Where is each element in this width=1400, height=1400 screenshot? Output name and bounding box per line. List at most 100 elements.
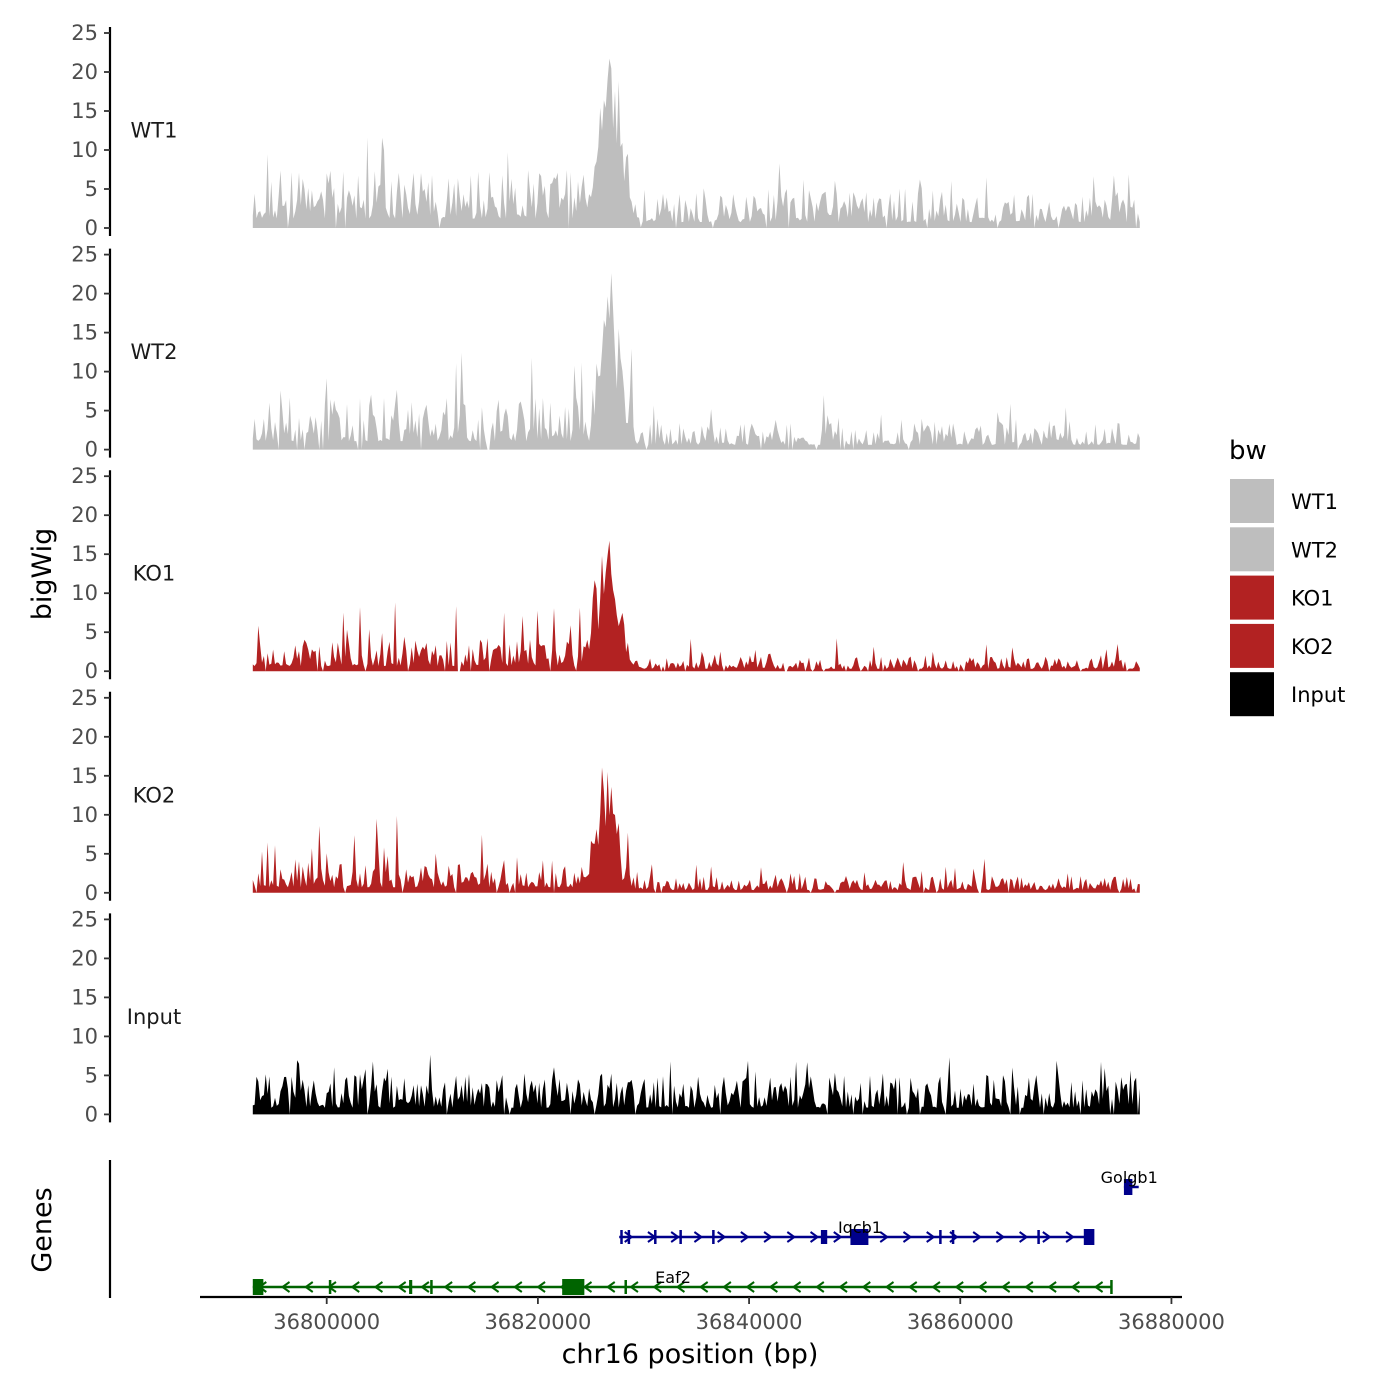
y-tick-label: 20: [71, 946, 98, 970]
y-tick-label: 5: [85, 842, 98, 866]
gene-iqcb1: Iqcb1: [619, 1218, 1095, 1245]
legend-label: KO1: [1291, 587, 1334, 611]
strand-arrow: [670, 1231, 680, 1243]
x-tick-label: 36860000: [907, 1310, 1014, 1334]
strand-arrow: [809, 1231, 820, 1243]
strand-arrow: [373, 1281, 384, 1293]
y-tick-label: 25: [71, 243, 98, 267]
gene-exon: [624, 1280, 627, 1294]
gene-eaf2: Eaf2: [252, 1268, 1113, 1295]
y-tick-label: 10: [71, 581, 98, 605]
strand-arrow: [995, 1231, 1006, 1243]
gene-exon: [1037, 1230, 1040, 1244]
track-label: WT1: [131, 119, 178, 143]
strand-arrow: [489, 1281, 500, 1293]
gene-exon: [679, 1230, 682, 1244]
y-tick-label: 20: [71, 60, 98, 84]
gene-exon: [951, 1230, 955, 1244]
gene-exon: [627, 1230, 631, 1244]
track-wt1: 0 5 10 15 20 25 WT1: [71, 21, 1140, 240]
y-tick-label: 5: [85, 177, 98, 201]
strand-arrow: [693, 1231, 704, 1243]
strand-arrow: [536, 1281, 546, 1293]
genes-panel: Golgb1 Iqcb1 Eaf2: [108, 1160, 1158, 1298]
strand-arrow: [350, 1281, 360, 1293]
strand-arrow: [954, 1281, 964, 1293]
strand-arrow: [1042, 1231, 1052, 1243]
legend-swatch-ko2: [1230, 623, 1274, 668]
y-tick-label: 10: [71, 360, 98, 384]
y-tick-label: 0: [85, 438, 98, 462]
strand-arrow: [722, 1281, 732, 1293]
y-tick-label: 10: [71, 803, 98, 827]
y-tick-label: 15: [71, 321, 98, 345]
legend-swatch-wt2: [1230, 527, 1274, 572]
signal-area-ko1: [252, 540, 1140, 672]
gene-exon: [654, 1230, 657, 1244]
y-tick-label: 0: [85, 659, 98, 683]
strand-arrow: [791, 1281, 802, 1293]
gene-exon: [939, 1230, 942, 1244]
gene-label: Iqcb1: [838, 1218, 882, 1237]
strand-arrow: [908, 1281, 918, 1293]
signal-area-wt2: [252, 273, 1140, 450]
gene-exon: [820, 1230, 828, 1244]
strand-arrow: [280, 1281, 291, 1293]
y-tick-label: 20: [71, 282, 98, 306]
y-tick-label: 15: [71, 99, 98, 123]
strand-arrow: [740, 1231, 750, 1243]
x-tick-label: 36800000: [273, 1310, 380, 1334]
x-tick-label: 36880000: [1118, 1310, 1225, 1334]
strand-arrow: [513, 1281, 523, 1293]
strand-arrow: [466, 1281, 476, 1293]
legend-label: Input: [1291, 683, 1345, 707]
track-label: WT2: [131, 340, 178, 364]
strand-arrow: [1070, 1281, 1080, 1293]
gene-exon: [562, 1279, 585, 1295]
strand-arrow: [1019, 1231, 1029, 1243]
track-ko1: 0 5 10 15 20 25 KO1: [71, 464, 1140, 683]
x-axis-title: chr16 position (bp): [562, 1339, 819, 1370]
signal-area-ko2: [252, 767, 1140, 893]
strand-arrow: [768, 1281, 778, 1293]
track-input: 0 5 10 15 20 25 Input: [71, 907, 1140, 1126]
y-tick-label: 20: [71, 725, 98, 749]
y-axis-title: bigWig: [27, 528, 58, 621]
strand-arrow: [624, 1231, 634, 1243]
strand-arrow: [717, 1231, 727, 1243]
legend-swatch-wt1: [1230, 479, 1274, 523]
x-tick-label: 36840000: [696, 1310, 803, 1334]
gene-label: Golgb1: [1101, 1168, 1158, 1187]
strand-arrow: [786, 1231, 797, 1243]
y-tick-label: 0: [85, 1102, 98, 1126]
strand-arrow: [1065, 1231, 1075, 1243]
y-tick-label: 15: [71, 542, 98, 566]
gene-golgb1: Golgb1: [1101, 1168, 1158, 1195]
gene-exon: [1110, 1280, 1113, 1294]
strand-arrow: [1024, 1281, 1034, 1293]
y-tick-label: 10: [71, 1024, 98, 1048]
track-label: KO2: [133, 783, 176, 807]
y-tick-label: 20: [71, 503, 98, 527]
gene-exon: [252, 1279, 264, 1295]
track-label: KO1: [133, 562, 176, 586]
genes-axis-title: Genes: [27, 1187, 58, 1272]
legend-swatch-ko1: [1230, 575, 1274, 620]
strand-arrow: [443, 1281, 453, 1293]
gene-exon: [430, 1280, 433, 1294]
gene-exon: [712, 1230, 715, 1244]
strand-arrow: [902, 1231, 913, 1243]
strand-arrow: [977, 1281, 988, 1293]
gene-exon: [1083, 1229, 1095, 1245]
strand-arrow: [861, 1281, 871, 1293]
strand-arrow: [838, 1281, 848, 1293]
legend-label: KO2: [1291, 635, 1334, 659]
gene-label: Eaf2: [655, 1268, 691, 1287]
y-tick-label: 5: [85, 620, 98, 644]
strand-arrow: [675, 1281, 686, 1293]
strand-arrow: [1047, 1281, 1057, 1293]
y-tick-label: 25: [71, 907, 98, 931]
gene-exon: [850, 1229, 869, 1245]
strand-arrow: [1093, 1281, 1104, 1293]
